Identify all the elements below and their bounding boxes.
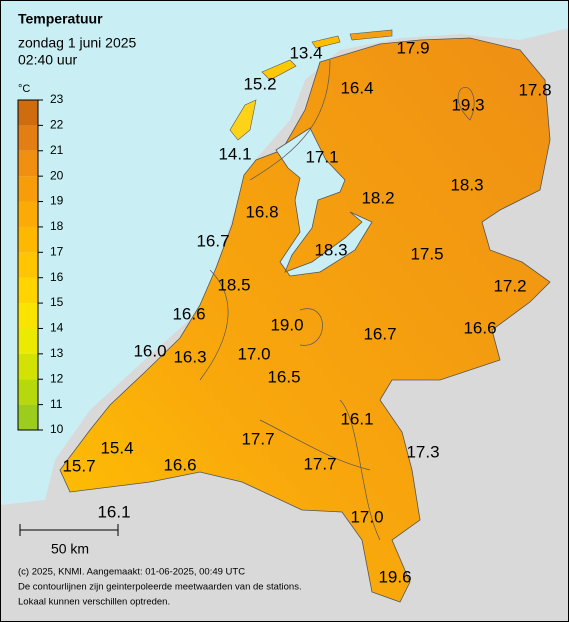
stations: 13.4 17.9 15.2 16.4 19.3 17.8 14.1 17.1 18.2 18.3… bbox=[62, 38, 551, 586]
station-temperature: 16.4 bbox=[340, 78, 373, 97]
station-temperature: 15.4 bbox=[100, 438, 133, 457]
station-temperature: 17.3 bbox=[406, 442, 439, 461]
station-temperature: 18.3 bbox=[450, 175, 483, 194]
station-temperature: 19.6 bbox=[378, 567, 411, 586]
legend-tick-label: 17 bbox=[50, 244, 64, 258]
legend-unit: °C bbox=[18, 83, 30, 95]
station-temperature: 16.7 bbox=[363, 324, 396, 343]
station-temperature: 15.2 bbox=[243, 74, 276, 93]
station-temperature: 16.3 bbox=[173, 347, 206, 366]
station-temperature: 18.5 bbox=[217, 275, 250, 294]
wadden-island bbox=[261, 59, 297, 81]
station-temperature: 15.7 bbox=[62, 456, 95, 475]
legend-tick-label: 15 bbox=[50, 295, 64, 309]
wadden-island bbox=[229, 99, 257, 141]
station-temperature: 16.6 bbox=[172, 304, 205, 323]
footer-line: (c) 2025, KNMI. Aangemaakt: 01-06-2025, … bbox=[18, 567, 245, 578]
legend-swatch bbox=[18, 277, 38, 304]
scale-bar-label: 50 km bbox=[51, 541, 89, 557]
station-temperature: 16.1 bbox=[97, 502, 130, 521]
netherlands bbox=[59, 37, 551, 603]
footer-line: De contourlijnen zijn geinterpoleerde me… bbox=[18, 582, 302, 593]
station-temperature: 17.2 bbox=[493, 276, 526, 295]
station-temperature: 13.4 bbox=[289, 43, 322, 62]
legend-tick-label: 23 bbox=[50, 92, 64, 106]
legend-tick-label: 16 bbox=[50, 270, 64, 284]
legend-swatch bbox=[18, 328, 38, 354]
station-temperature: 17.7 bbox=[241, 429, 274, 448]
legend-tick-label: 11 bbox=[50, 397, 63, 411]
title: Temperatuur bbox=[18, 11, 103, 27]
station-temperature: 18.2 bbox=[361, 188, 394, 207]
legend-tick-label: 10 bbox=[50, 422, 64, 436]
legend-swatch bbox=[18, 201, 38, 227]
legend-swatch bbox=[18, 150, 38, 177]
legend-tick-label: 14 bbox=[50, 321, 64, 335]
legend-tick-label: 13 bbox=[50, 346, 64, 360]
legend-swatch bbox=[18, 125, 38, 151]
legend-swatch bbox=[18, 100, 38, 126]
station-temperature: 16.7 bbox=[196, 231, 229, 250]
station-temperature: 17.5 bbox=[410, 244, 443, 263]
station-temperature: 17.8 bbox=[518, 80, 551, 99]
station-temperature: 18.3 bbox=[314, 240, 347, 259]
sea bbox=[0, 0, 569, 505]
legend-tick-label: 12 bbox=[50, 371, 64, 385]
station-temperature: 19.3 bbox=[451, 95, 484, 114]
station-temperature: 14.1 bbox=[218, 144, 251, 163]
wadden-island bbox=[349, 29, 393, 41]
legend-tick-label: 22 bbox=[50, 118, 64, 132]
legend-tick-label: 20 bbox=[50, 168, 64, 182]
legend-tick-label: 18 bbox=[50, 219, 64, 233]
wadden-island bbox=[311, 35, 341, 49]
legend-swatch bbox=[18, 176, 38, 202]
legend-tick-label: 19 bbox=[50, 194, 64, 208]
legend-swatch bbox=[18, 379, 38, 405]
footer-line: Lokaal kunnen verschillen optreden. bbox=[18, 597, 170, 608]
station-temperature: 17.0 bbox=[237, 344, 270, 363]
station-temperature: 19.0 bbox=[270, 315, 303, 334]
legend-swatch bbox=[18, 226, 38, 253]
station-temperature: 16.6 bbox=[163, 455, 196, 474]
station-temperature: 16.1 bbox=[340, 409, 373, 428]
station-temperature: 17.1 bbox=[305, 147, 338, 166]
station-temperature: 16.0 bbox=[133, 341, 166, 360]
ijsselmeer bbox=[275, 127, 373, 277]
legend-swatch bbox=[18, 404, 38, 430]
legend-swatch bbox=[18, 303, 38, 329]
time: 02:40 uur bbox=[18, 52, 77, 68]
legend-swatch bbox=[18, 252, 38, 278]
legend: 10 11 12 13 14 15 16 17 18 19 20 21 22 23 bbox=[17, 92, 64, 436]
station-temperature: 17.7 bbox=[303, 454, 336, 473]
date: zondag 1 juni 2025 bbox=[18, 35, 137, 51]
station-temperature: 16.8 bbox=[245, 202, 278, 221]
legend-frame bbox=[17, 99, 39, 431]
station-temperature: 16.6 bbox=[463, 318, 496, 337]
legend-swatch bbox=[18, 353, 38, 380]
station-temperature: 17.9 bbox=[396, 38, 429, 57]
station-temperature: 16.5 bbox=[267, 367, 300, 386]
contour-lines bbox=[199, 59, 475, 541]
station-temperature: 17.0 bbox=[350, 507, 383, 526]
legend-tick-label: 21 bbox=[50, 143, 64, 157]
